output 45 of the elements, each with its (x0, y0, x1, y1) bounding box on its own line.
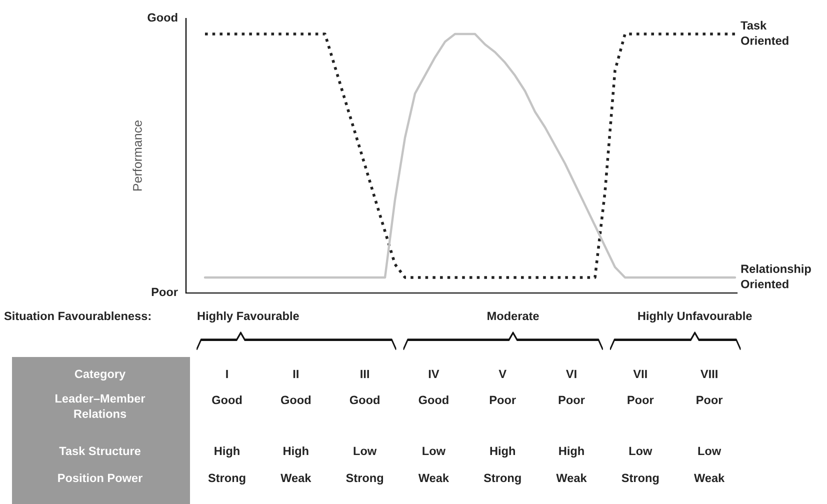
text: Strong (208, 474, 246, 485)
text: Weak (556, 473, 587, 482)
text: V (498, 370, 506, 378)
text: Poor (490, 396, 516, 404)
text: Good (212, 395, 242, 404)
text: Poor (696, 396, 723, 404)
text: High (214, 446, 240, 458)
text: II (293, 370, 298, 378)
text: III (360, 370, 369, 378)
text: Low (698, 446, 722, 456)
text: High (559, 446, 584, 458)
series-label: Relationship Oriented (741, 264, 811, 288)
text: High (284, 446, 308, 458)
text: Situation Favourableness: (4, 311, 150, 320)
text: Good (418, 395, 448, 404)
text: Category (74, 370, 126, 380)
text: VIII (700, 370, 718, 378)
text: IV (428, 370, 440, 378)
y-axis-title: Performance (132, 120, 142, 190)
text: Low (629, 446, 652, 456)
text: Good (280, 395, 311, 404)
text: Strong (346, 474, 384, 485)
series-label: Task Oriented (740, 20, 788, 45)
text: Strong (622, 474, 659, 485)
text: Poor (152, 288, 178, 296)
text: Good (350, 395, 380, 404)
text: Moderate (488, 311, 539, 320)
text: VII (633, 370, 647, 378)
text: Poor (628, 396, 654, 404)
text: Highly Unfavourable (638, 311, 752, 323)
text: Task Structure (59, 446, 140, 456)
text: Good (148, 13, 178, 22)
text: Weak (694, 473, 725, 482)
text: Low (422, 446, 446, 456)
text: Poor (558, 396, 585, 404)
text: Low (354, 446, 377, 456)
text: Highly Favourable (198, 311, 299, 323)
text: VI (566, 370, 576, 378)
text: High (490, 446, 515, 458)
text: Leader–Member Relations (56, 394, 146, 418)
text: Position Power (58, 473, 142, 482)
text: Strong (484, 474, 521, 485)
text: Weak (418, 473, 450, 482)
text: I (226, 370, 228, 378)
text: Weak (280, 473, 312, 482)
